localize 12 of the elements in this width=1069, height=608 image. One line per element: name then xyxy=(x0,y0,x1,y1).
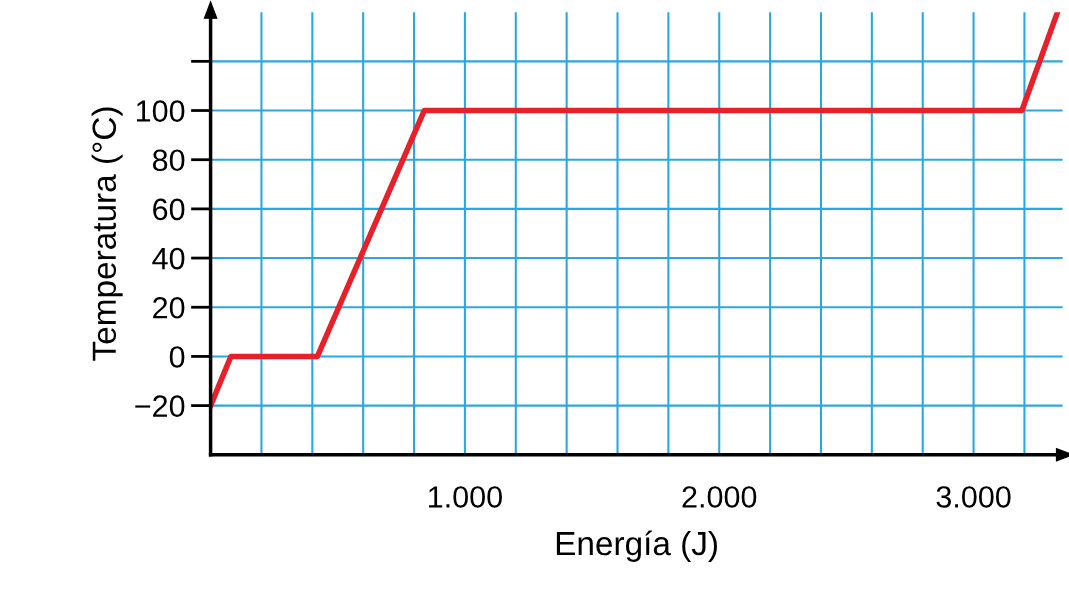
x-axis-title: Energía (J) xyxy=(556,530,717,562)
y-tick-label: 60 xyxy=(153,198,185,221)
y-axis-title: Temperatura (°C) xyxy=(91,107,123,361)
y-tick-label: 40 xyxy=(152,247,185,270)
y-tick-label: 0 xyxy=(169,346,185,368)
y-tick-label: 100 xyxy=(136,100,185,122)
x-tick-label: 3.000 xyxy=(936,486,1011,508)
y-tick-label: 80 xyxy=(152,149,185,172)
x-tick-label: 2.000 xyxy=(682,486,757,508)
y-tick-label: −20 xyxy=(135,395,185,417)
y-tick-label: 20 xyxy=(153,296,185,319)
x-tick-label: 1.000 xyxy=(429,486,502,508)
